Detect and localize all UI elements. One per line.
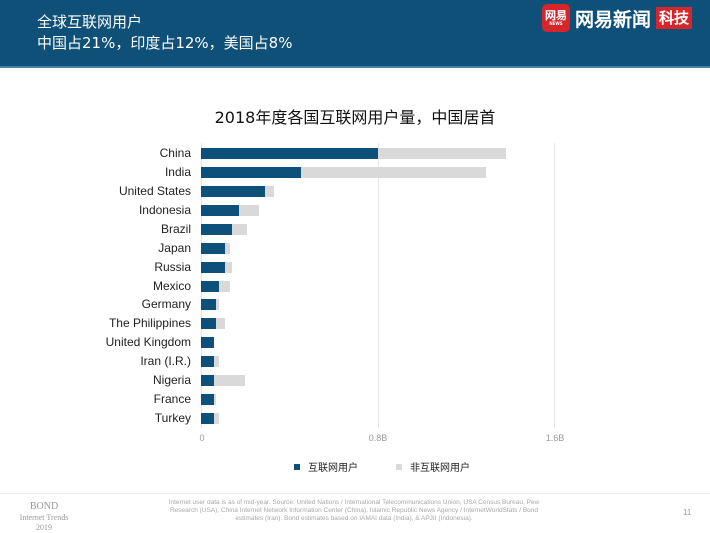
- netease-badge-icon: 网易 NEWS: [542, 4, 570, 32]
- bar-non-internet: [201, 375, 246, 387]
- category-label: The Philippines: [108, 316, 191, 331]
- bar-internet: [201, 299, 217, 311]
- page-subtitle: 中国占21%，印度占12%，美国占8%: [37, 34, 293, 52]
- category-label: India: [164, 164, 191, 179]
- logo-tag: 科技: [656, 7, 693, 29]
- category-label: Brazil: [160, 221, 191, 236]
- header-divider: [0, 66, 710, 68]
- bond-logo: BOND Internet Trends 2019: [19, 501, 69, 532]
- x-tick: 1.6B: [545, 433, 565, 443]
- legend-swatch-internet: [294, 463, 300, 470]
- chart-legend: 互联网用户 非互联网用户: [294, 459, 508, 474]
- bar-internet: [201, 185, 266, 197]
- gridline: [378, 143, 379, 428]
- category-label: Iran (I.R.): [140, 354, 191, 369]
- category-label: Indonesia: [138, 202, 191, 217]
- bar-non-internet: [201, 166, 487, 178]
- netease-logo: 网易 NEWS 网易新闻 科技: [542, 4, 693, 32]
- header-banner: 全球互联网用户 中国占21%，印度占12%，美国占8% 网易 NEWS 网易新闻…: [0, 0, 710, 66]
- category-label: China: [159, 146, 191, 160]
- category-label: United Kingdom: [105, 335, 191, 350]
- gridline: [554, 143, 555, 428]
- legend-item-non-internet: 非互联网用户: [396, 459, 470, 474]
- bar-internet: [201, 356, 215, 368]
- bar-internet: [201, 223, 232, 235]
- category-label: France: [153, 392, 191, 407]
- bar-internet: [201, 261, 226, 273]
- legend-swatch-non-internet: [396, 463, 402, 470]
- footer-divider: [0, 493, 710, 494]
- legend-item-internet: 互联网用户: [294, 459, 358, 474]
- logo-text: 网易新闻: [575, 8, 652, 31]
- x-tick: 0.8B: [368, 433, 388, 443]
- bar-internet: [201, 394, 215, 406]
- bar-internet: [201, 280, 219, 292]
- x-tick: 0: [199, 433, 205, 443]
- category-label: United States: [118, 183, 191, 198]
- bar-internet: [201, 375, 215, 387]
- bar-internet: [201, 242, 226, 254]
- bar-internet: [201, 204, 239, 216]
- page-title: 全球互联网用户: [37, 13, 143, 31]
- page-number: 11: [683, 508, 692, 517]
- bar-internet: [201, 166, 301, 178]
- category-label: Mexico: [152, 278, 191, 293]
- bar-internet: [201, 413, 215, 425]
- category-label: Russia: [154, 259, 191, 274]
- bar-chart-plot: [201, 143, 555, 428]
- bar-internet: [201, 318, 217, 330]
- category-label: Japan: [158, 240, 191, 255]
- category-label: Germany: [141, 297, 191, 312]
- bar-internet: [201, 337, 215, 349]
- chart-title: 2018年度各国互联网用户量，中国居首: [214, 108, 496, 127]
- category-label: Turkey: [154, 411, 191, 426]
- category-label: Nigeria: [152, 373, 191, 388]
- source-note: Internet user data is as of mid-year. So…: [168, 499, 540, 522]
- bar-internet: [201, 148, 378, 159]
